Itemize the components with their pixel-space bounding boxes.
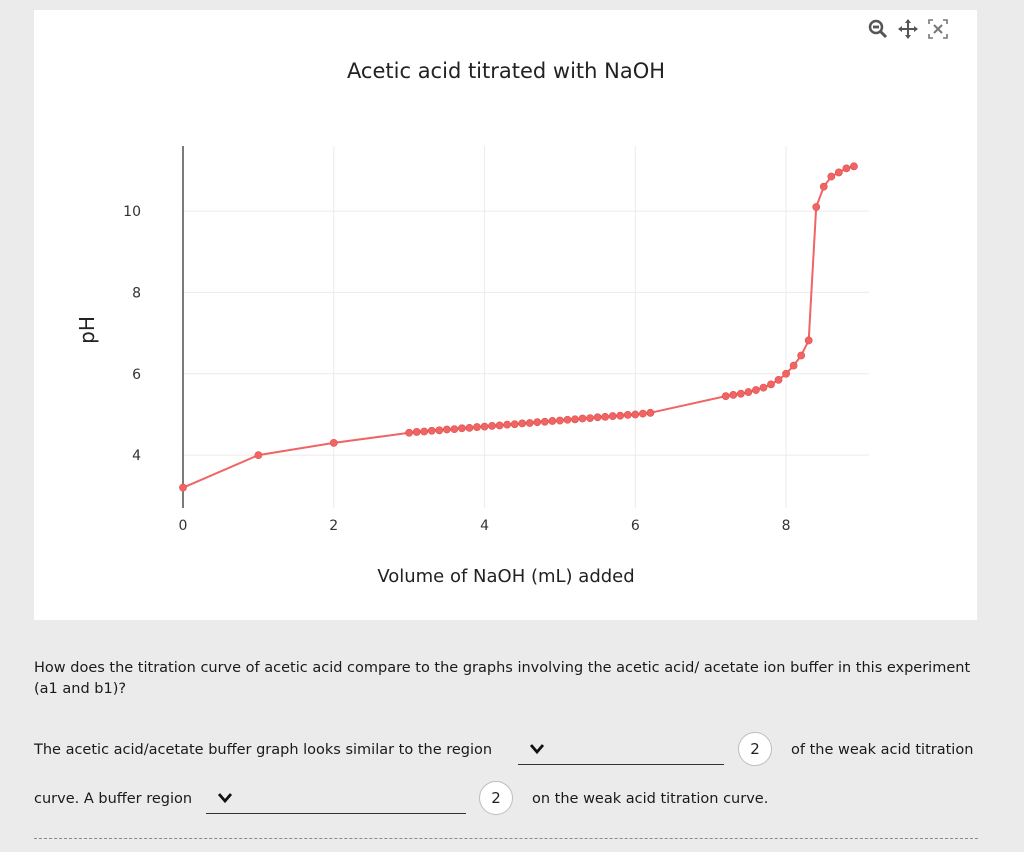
region-dropdown-1[interactable] (518, 738, 724, 765)
data-point (736, 389, 745, 398)
data-point (412, 428, 421, 436)
data-point (473, 423, 481, 431)
data-point (631, 410, 640, 419)
data-point (774, 375, 783, 384)
x-axis-label: Volume of NaOH (mL) added (377, 566, 634, 587)
data-point (842, 164, 851, 173)
data-point (601, 412, 610, 421)
y-tick-label: 6 (132, 367, 141, 383)
data-point (548, 417, 557, 425)
chart-panel: 0 2 4 6 8 4 6 8 10 Acetic acid titrated with NaOH… (34, 10, 977, 620)
data-point (804, 336, 813, 345)
x-tick-label: 6 (631, 518, 640, 534)
data-point (405, 428, 414, 437)
data-point (510, 420, 519, 429)
data-point (834, 168, 843, 177)
data-point (420, 427, 429, 436)
data-point (450, 425, 459, 433)
data-point (488, 421, 496, 430)
data-point (179, 483, 187, 492)
data-point (767, 380, 775, 389)
data-point (850, 162, 858, 171)
data-point (789, 361, 798, 370)
y-axis-label: pH (75, 316, 99, 344)
data-point (435, 426, 444, 435)
data-point (616, 411, 625, 420)
attempts-badge-1: 2 (738, 732, 772, 766)
data-point (458, 424, 466, 433)
data-point (623, 410, 632, 419)
data-point (480, 422, 489, 431)
data-point (586, 414, 594, 423)
data-point (525, 419, 534, 427)
x-tick-label: 0 (179, 518, 188, 534)
data-point (465, 423, 474, 432)
chart-modebar (867, 18, 949, 40)
divider (34, 838, 978, 839)
data-point (729, 391, 738, 399)
data-point (638, 409, 647, 418)
data-point (503, 420, 512, 429)
data-point (563, 415, 572, 424)
x-tick-label: 8 (782, 518, 791, 534)
data-point (593, 413, 602, 422)
data-point (254, 451, 263, 460)
data-point (578, 414, 587, 423)
question-prompt: How does the titration curve of acetic a… (34, 660, 971, 697)
chart-title: Acetic acid titrated with NaOH (347, 59, 665, 83)
data-point (442, 425, 451, 434)
x-tick-label: 2 (329, 518, 338, 534)
zoom-icon[interactable] (867, 18, 889, 40)
chevron-down-icon (529, 740, 545, 759)
reset-axes-icon[interactable] (927, 18, 949, 40)
data-point (819, 182, 828, 191)
data-point (518, 419, 527, 428)
region-dropdown-2[interactable] (206, 787, 466, 814)
attempts-badge-2: 2 (479, 781, 513, 815)
data-point (427, 426, 436, 435)
data-point (721, 392, 730, 401)
data-point (533, 418, 542, 427)
y-tick-label: 4 (132, 448, 141, 464)
data-point (329, 439, 338, 447)
data-point (782, 369, 790, 378)
data-point (752, 386, 760, 394)
data-point (812, 203, 821, 211)
data-point (797, 351, 806, 360)
titration-chart: 0 2 4 6 8 4 6 8 10 Acetic acid titrated with NaOH… (75, 59, 869, 587)
data-point (744, 388, 753, 396)
chevron-down-icon (217, 789, 233, 808)
pan-icon[interactable] (897, 18, 919, 40)
data-point (827, 172, 836, 181)
x-tick-label: 4 (480, 518, 489, 534)
data-point (646, 408, 655, 417)
data-point (556, 416, 564, 425)
data-point (759, 383, 768, 392)
y-tick-label: 10 (123, 204, 141, 220)
answer-line1-after: of the weak acid titration (791, 742, 974, 758)
answer-line1-before: The acetic acid/acetate buffer graph loo… (34, 742, 493, 758)
series-line (182, 165, 855, 489)
data-point (571, 415, 579, 424)
answer-line2-before: curve. A buffer region (34, 791, 193, 807)
answer-line2-after: on the weak acid titration curve. (532, 791, 769, 807)
data-point (540, 417, 549, 426)
data-point (495, 421, 504, 430)
data-point (608, 412, 617, 420)
y-tick-label: 8 (132, 285, 141, 301)
